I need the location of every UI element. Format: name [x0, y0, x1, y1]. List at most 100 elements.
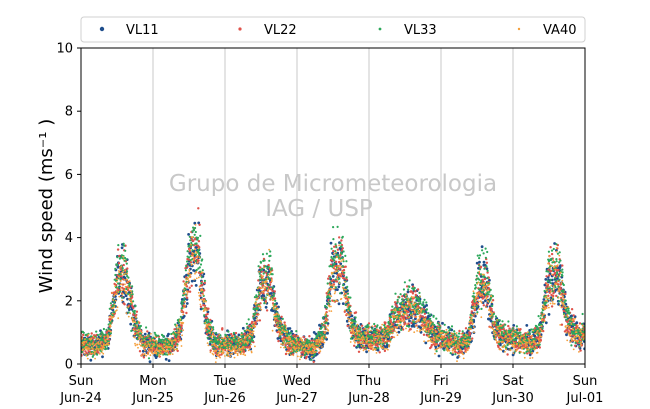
data-point: [376, 348, 380, 352]
data-point: [468, 341, 471, 344]
data-point: [341, 235, 344, 238]
data-point: [501, 320, 504, 323]
data-point: [272, 286, 275, 289]
data-point: [123, 303, 126, 306]
data-point: [246, 326, 249, 329]
data-point: [382, 338, 386, 342]
data-point: [120, 275, 123, 278]
data-point: [410, 324, 414, 328]
data-point: [329, 276, 332, 279]
data-point: [341, 247, 344, 250]
data-point: [572, 314, 575, 317]
data-point: [417, 298, 420, 301]
data-point: [530, 343, 534, 346]
data-point: [421, 315, 425, 318]
data-point: [286, 335, 289, 338]
data-point: [94, 340, 97, 343]
data-point: [122, 242, 125, 245]
data-point: [555, 258, 558, 261]
data-point: [295, 330, 298, 333]
data-point: [540, 311, 544, 314]
data-point: [188, 286, 191, 289]
data-point: [542, 316, 546, 319]
data-point: [373, 322, 376, 326]
data-point: [212, 326, 215, 329]
data-point: [121, 286, 124, 289]
data-point: [258, 272, 261, 275]
data-point: [196, 236, 200, 239]
data-point: [399, 293, 402, 296]
data-point: [472, 292, 475, 295]
data-point: [543, 289, 546, 293]
data-point: [429, 313, 432, 316]
data-point: [183, 297, 186, 300]
data-point: [164, 357, 168, 361]
data-point: [271, 309, 275, 313]
data-point: [230, 332, 233, 336]
data-point: [498, 319, 501, 322]
data-point: [538, 346, 541, 349]
data-point: [530, 328, 533, 331]
data-point: [127, 308, 131, 312]
data-point: [201, 269, 204, 272]
data-point: [570, 308, 574, 311]
data-point: [335, 271, 339, 275]
data-point: [173, 328, 176, 331]
data-point: [188, 290, 192, 293]
data-point: [425, 308, 428, 311]
data-point: [318, 351, 321, 354]
data-point: [261, 297, 264, 300]
data-point: [345, 278, 348, 281]
data-point: [478, 260, 481, 264]
data-point: [227, 330, 230, 333]
data-point: [419, 306, 422, 309]
data-point: [439, 326, 442, 329]
data-point: [126, 267, 129, 270]
data-point: [507, 320, 510, 323]
data-point: [575, 321, 579, 325]
data-point: [515, 331, 518, 334]
data-point: [205, 332, 209, 336]
data-point: [343, 271, 346, 274]
data-point: [188, 262, 191, 265]
data-point: [337, 285, 341, 289]
data-point: [248, 345, 251, 348]
data-point: [336, 288, 339, 291]
data-point: [143, 332, 147, 336]
data-point: [478, 278, 481, 281]
data-point: [365, 346, 368, 350]
data-point: [133, 309, 136, 312]
data-point: [423, 312, 427, 315]
data-point: [158, 337, 161, 340]
data-point: [125, 270, 129, 273]
data-point: [332, 249, 335, 253]
data-point: [340, 245, 343, 248]
data-point: [267, 284, 271, 287]
data-point: [541, 327, 544, 330]
data-point: [457, 335, 460, 338]
data-point: [393, 301, 397, 304]
data-point: [272, 294, 275, 297]
data-point: [559, 259, 562, 262]
data-point: [482, 252, 485, 255]
data-point: [346, 324, 349, 328]
data-point: [258, 319, 262, 322]
data-point: [119, 278, 122, 281]
data-point: [331, 275, 335, 278]
data-point: [537, 315, 540, 318]
data-point: [480, 279, 483, 282]
data-point: [264, 270, 267, 273]
data-point: [251, 339, 254, 342]
data-point: [349, 337, 353, 340]
data-point: [412, 321, 416, 324]
data-point: [337, 260, 341, 264]
data-point: [266, 287, 269, 290]
data-point: [374, 328, 377, 331]
data-point: [199, 305, 203, 308]
data-point: [125, 287, 128, 291]
data-point: [340, 239, 343, 242]
data-point: [553, 277, 557, 280]
data-point: [124, 249, 127, 252]
data-point: [290, 335, 293, 338]
data-point: [197, 221, 201, 225]
